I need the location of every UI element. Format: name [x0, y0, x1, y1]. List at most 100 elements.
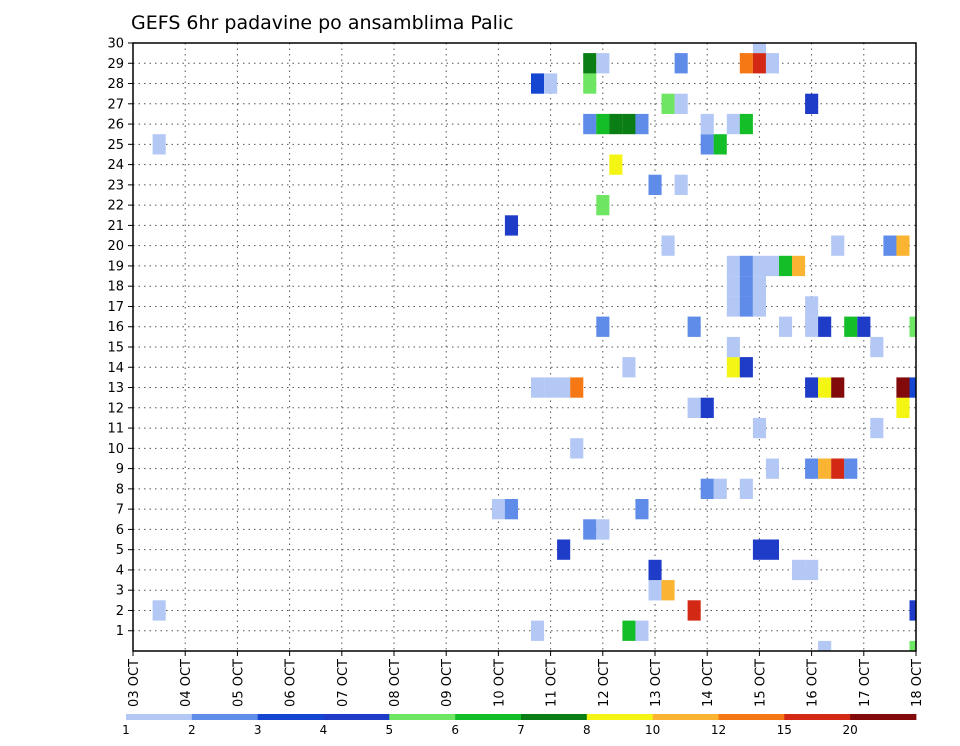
colorbar-label: 7 — [517, 723, 525, 737]
data-cell — [674, 53, 688, 74]
data-cell — [805, 296, 819, 317]
colorbar: 1 2 3 4 5 6 7 8 10 12 15 20 — [122, 714, 917, 737]
data-cell — [844, 458, 858, 479]
data-cell — [779, 255, 793, 277]
data-cell — [870, 336, 884, 358]
y-tick-label: 3 — [116, 584, 124, 599]
y-tick-label: 29 — [107, 57, 124, 72]
x-axis-ticks: 03 OCT 04 OCT 05 OCT 06 OCT 07 OCT 08 OCT 09 O… — [127, 651, 925, 707]
x-tick-label: 17 OCT — [858, 659, 873, 707]
data-cell — [765, 539, 779, 560]
y-tick-label: 26 — [107, 118, 124, 133]
colorbar-label: 15 — [777, 723, 792, 737]
colorbar-segment — [652, 714, 719, 720]
y-tick-label: 5 — [116, 543, 124, 558]
data-cell — [726, 296, 740, 317]
colorbar-label: 3 — [254, 723, 262, 737]
colorbar-segment — [455, 714, 522, 720]
data-cell — [622, 357, 636, 378]
colorbar-label: 4 — [320, 723, 328, 737]
x-tick-label: 04 OCT — [179, 659, 194, 707]
colorbar-segment — [784, 714, 851, 720]
data-cell — [896, 235, 910, 256]
data-cell — [635, 499, 649, 520]
data-cell — [909, 600, 916, 621]
colorbar-segment — [850, 714, 917, 720]
data-cell — [674, 93, 688, 114]
x-tick-label: 18 OCT — [910, 659, 925, 707]
y-tick-label: 18 — [107, 280, 124, 295]
data-cell — [805, 377, 819, 398]
y-tick-label: 17 — [107, 300, 124, 315]
y-tick-label: 27 — [107, 97, 124, 112]
data-cell — [609, 154, 623, 175]
x-tick-label: 06 OCT — [284, 659, 299, 707]
y-axis-ticks: 1234567891011121314151617181920212223242… — [107, 37, 133, 639]
data-cell — [635, 113, 649, 135]
data-cell — [687, 600, 701, 621]
data-cell — [661, 235, 675, 256]
data-cell — [648, 174, 662, 195]
data-cell — [557, 377, 571, 398]
data-cell — [596, 113, 610, 135]
data-cell — [152, 600, 166, 621]
data-cell — [570, 377, 584, 398]
x-tick-label: 16 OCT — [806, 659, 821, 707]
y-tick-label: 20 — [107, 239, 124, 254]
data-cell — [661, 580, 675, 601]
data-cell — [609, 113, 623, 135]
colorbar-segment — [586, 714, 653, 720]
data-cell — [596, 53, 610, 74]
y-tick-label: 10 — [107, 442, 124, 457]
colorbar-segment — [191, 714, 258, 720]
data-cell — [909, 316, 916, 337]
data-cell — [726, 113, 740, 135]
y-tick-label: 4 — [116, 563, 124, 578]
y-tick-label: 24 — [107, 158, 124, 173]
data-cell — [700, 478, 714, 499]
data-cell — [648, 580, 662, 601]
x-tick-label: 07 OCT — [336, 659, 351, 707]
data-cell — [765, 255, 779, 277]
y-tick-label: 23 — [107, 178, 124, 193]
y-tick-label: 21 — [107, 219, 124, 234]
colorbar-segment — [718, 714, 785, 720]
data-cell — [622, 620, 636, 641]
data-cell — [805, 458, 819, 479]
data-cell — [739, 276, 753, 297]
data-cell — [818, 316, 832, 337]
y-tick-label: 1 — [116, 624, 124, 639]
colorbar-label: 2 — [188, 723, 196, 737]
y-tick-label: 7 — [116, 503, 124, 518]
data-cell — [635, 620, 649, 641]
data-cell — [870, 417, 884, 439]
data-cell — [726, 357, 740, 378]
y-tick-label: 14 — [107, 361, 124, 376]
data-cell — [752, 255, 766, 277]
y-tick-label: 12 — [107, 401, 124, 416]
y-tick-label: 28 — [107, 77, 124, 92]
data-cell — [531, 620, 545, 641]
data-cell — [752, 539, 766, 560]
data-cell — [909, 377, 916, 398]
data-cell — [844, 316, 858, 337]
colorbar-segment — [257, 714, 324, 720]
colorbar-label: 5 — [385, 723, 393, 737]
data-cell — [752, 296, 766, 317]
data-cell — [713, 134, 727, 155]
data-cell — [544, 73, 558, 94]
data-cells — [152, 43, 916, 651]
data-cell — [818, 640, 832, 651]
x-tick-label: 11 OCT — [545, 659, 560, 707]
x-tick-label: 13 OCT — [649, 659, 664, 707]
data-cell — [504, 215, 518, 236]
data-cell — [596, 195, 610, 216]
colorbar-label: 1 — [122, 723, 130, 737]
y-tick-label: 25 — [107, 138, 124, 153]
data-cell — [792, 559, 806, 581]
data-cell — [739, 357, 753, 378]
data-cell — [792, 255, 806, 277]
data-cell — [831, 377, 845, 398]
